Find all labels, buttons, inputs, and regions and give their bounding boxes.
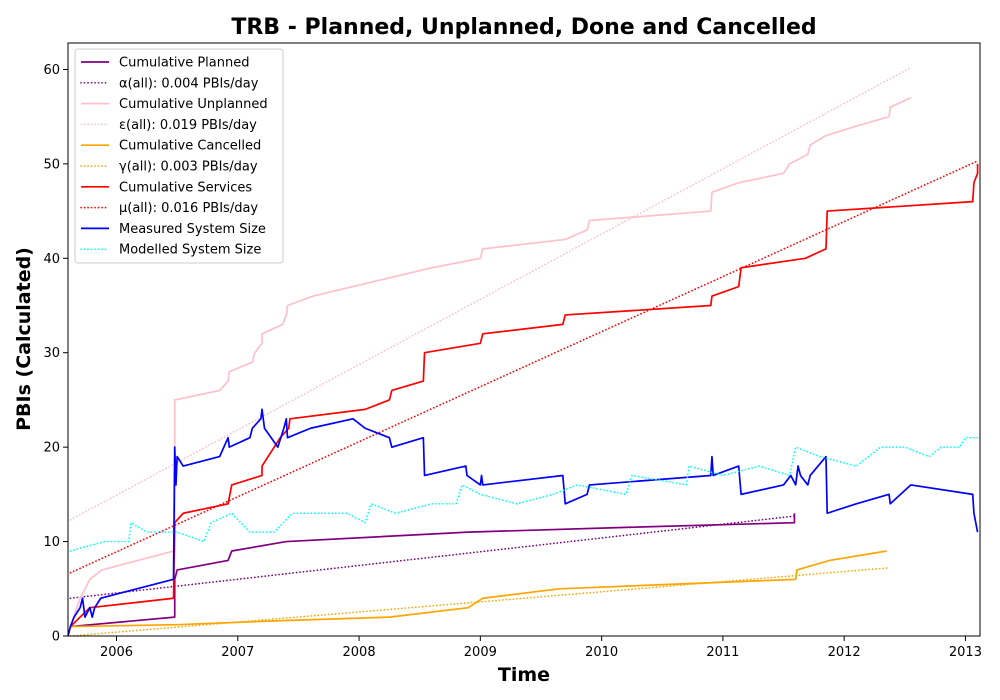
x-tick-label: 2009: [464, 645, 497, 660]
series-line-2: [69, 515, 796, 600]
series-line-6: [69, 567, 888, 636]
legend-label-9: Measured System Size: [119, 222, 266, 237]
x-tick-label: 2012: [828, 645, 861, 660]
legend-label-3: Cumulative Unplanned: [119, 97, 268, 112]
legend-label-6: γ(all): 0.003 PBIs/day: [119, 160, 258, 175]
y-tick-label: 30: [43, 346, 60, 361]
legend-label-10: Modelled System Size: [119, 243, 261, 258]
series-line-8: [69, 160, 979, 574]
y-tick-label: 10: [43, 535, 60, 550]
series-line-4: [69, 66, 912, 521]
y-tick-label: 40: [43, 252, 60, 267]
legend-label-4: ε(all): 0.019 PBIs/day: [119, 118, 257, 133]
series-layer: [68, 66, 979, 636]
series-line-1: [70, 513, 796, 628]
x-axis-title: Time: [498, 664, 550, 686]
y-tick-label: 0: [52, 630, 60, 645]
y-tick-label: 20: [43, 441, 60, 456]
x-tick-label: 2011: [706, 645, 739, 660]
x-tick-label: 2013: [949, 645, 982, 660]
series-line-10: [69, 436, 979, 552]
x-tick-label: 2010: [585, 645, 618, 660]
y-axis: 0 10 20 30 40 50 60: [43, 63, 68, 645]
series-line-9: [68, 408, 979, 636]
plot-area: [67, 42, 981, 637]
plot-frame: [67, 42, 981, 637]
legend-label-8: μ(all): 0.016 PBIs/day: [119, 201, 258, 216]
legend-label-2: α(all): 0.004 PBIs/day: [119, 76, 259, 91]
y-tick-label: 60: [43, 63, 60, 78]
chart-title: TRB - Planned, Unplanned, Done and Cance…: [231, 15, 816, 40]
series-line-3: [69, 96, 912, 627]
legend-label-5: Cumulative Cancelled: [119, 139, 261, 154]
legend-label-1: Cumulative Planned: [119, 56, 249, 71]
legend-label-7: Cumulative Services: [119, 180, 252, 195]
series-line-7: [69, 163, 979, 628]
y-axis-title: PBIs (Calculated): [13, 247, 35, 431]
legend-box: [74, 48, 284, 264]
x-tick-label: 2007: [221, 645, 254, 660]
x-tick-label: 2006: [100, 645, 133, 660]
x-tick-label: 2008: [343, 645, 376, 660]
y-tick-label: 50: [43, 157, 60, 172]
x-axis: 2006 2007 2008 2009 2010 2011 2012 2013: [100, 636, 982, 660]
legend: Cumulative Planned α(all): 0.004 PBIs/day…: [74, 48, 284, 264]
